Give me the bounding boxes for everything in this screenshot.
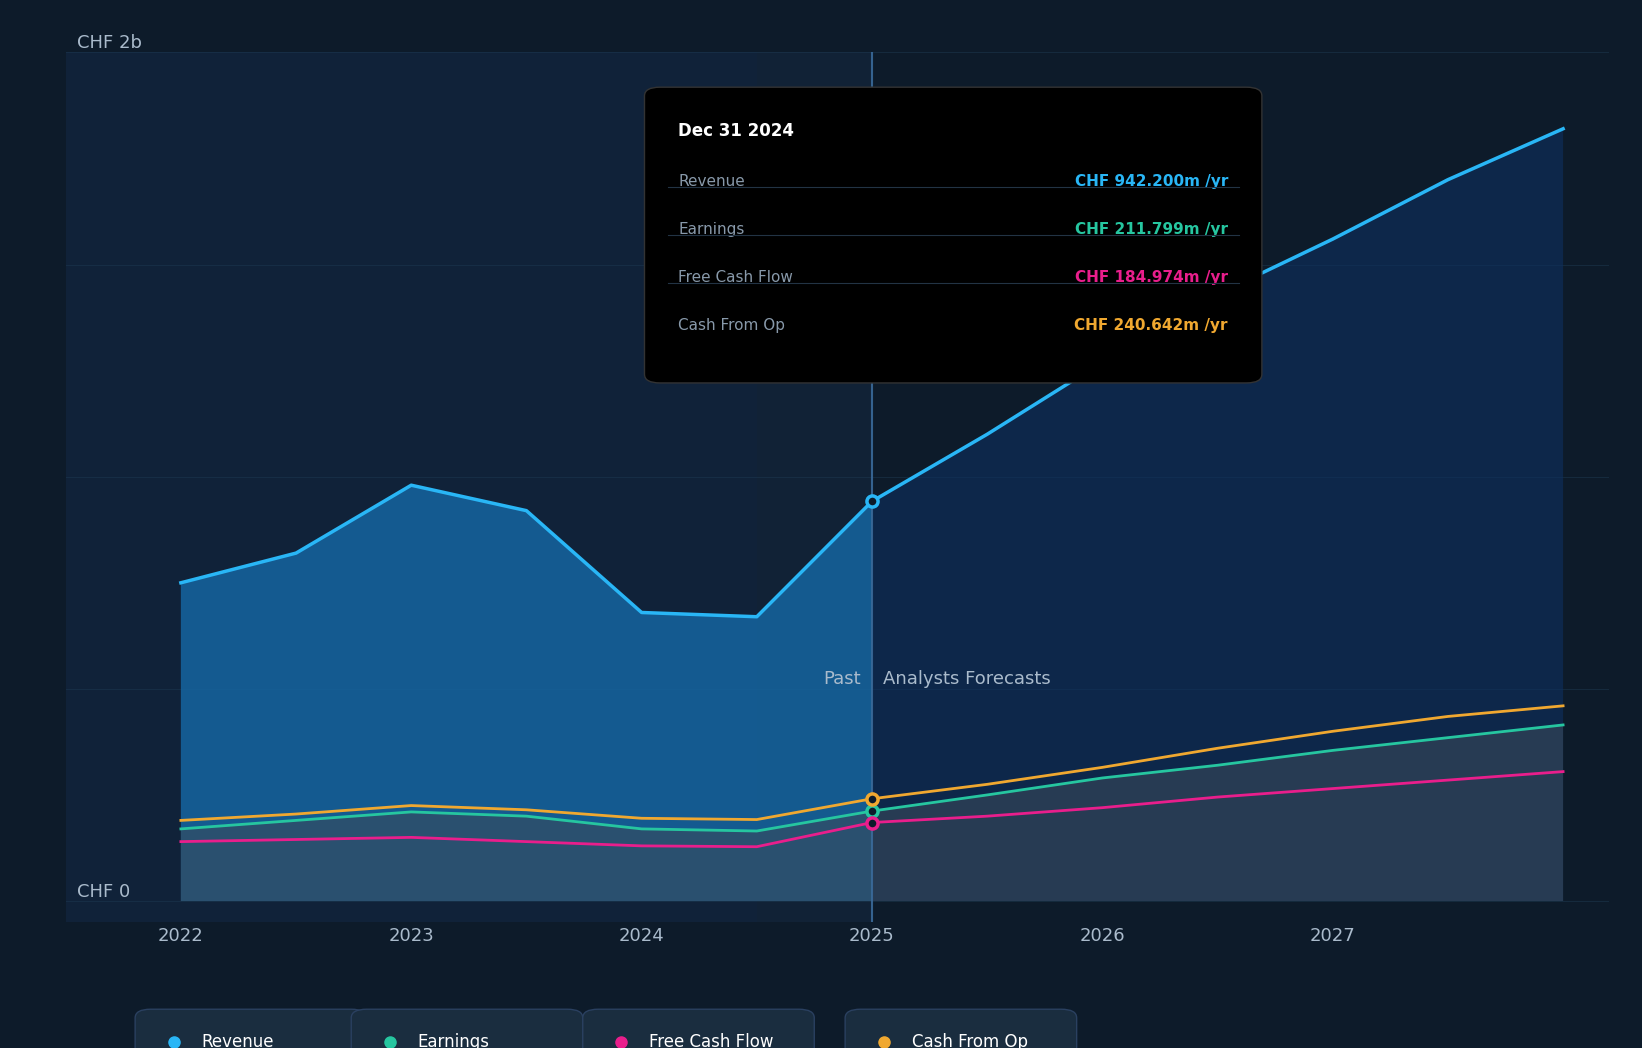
Bar bbox=[872, 52, 1609, 922]
Text: Dec 31 2024: Dec 31 2024 bbox=[678, 122, 795, 140]
FancyBboxPatch shape bbox=[351, 1009, 583, 1048]
Text: Cash From Op: Cash From Op bbox=[678, 318, 785, 332]
Text: CHF 0: CHF 0 bbox=[77, 883, 130, 901]
Bar bbox=[66, 52, 872, 922]
Text: Past: Past bbox=[823, 670, 860, 687]
Text: Free Cash Flow: Free Cash Flow bbox=[678, 270, 793, 285]
FancyBboxPatch shape bbox=[846, 1009, 1077, 1048]
Text: Analysts Forecasts: Analysts Forecasts bbox=[883, 670, 1051, 687]
Text: CHF 240.642m /yr: CHF 240.642m /yr bbox=[1074, 318, 1228, 332]
Text: Earnings: Earnings bbox=[678, 222, 745, 237]
Text: CHF 184.974m /yr: CHF 184.974m /yr bbox=[1076, 270, 1228, 285]
Text: Revenue: Revenue bbox=[678, 174, 745, 190]
Text: Revenue: Revenue bbox=[202, 1033, 274, 1048]
Bar bbox=[66, 52, 296, 922]
Bar bbox=[296, 52, 527, 922]
Text: Earnings: Earnings bbox=[417, 1033, 489, 1048]
Text: CHF 211.799m /yr: CHF 211.799m /yr bbox=[1076, 222, 1228, 237]
FancyBboxPatch shape bbox=[135, 1009, 366, 1048]
Text: Free Cash Flow: Free Cash Flow bbox=[649, 1033, 773, 1048]
Bar bbox=[527, 52, 757, 922]
Text: CHF 2b: CHF 2b bbox=[77, 35, 143, 52]
Text: Cash From Op: Cash From Op bbox=[911, 1033, 1028, 1048]
FancyBboxPatch shape bbox=[645, 87, 1263, 383]
Text: CHF 942.200m /yr: CHF 942.200m /yr bbox=[1074, 174, 1228, 190]
FancyBboxPatch shape bbox=[583, 1009, 814, 1048]
